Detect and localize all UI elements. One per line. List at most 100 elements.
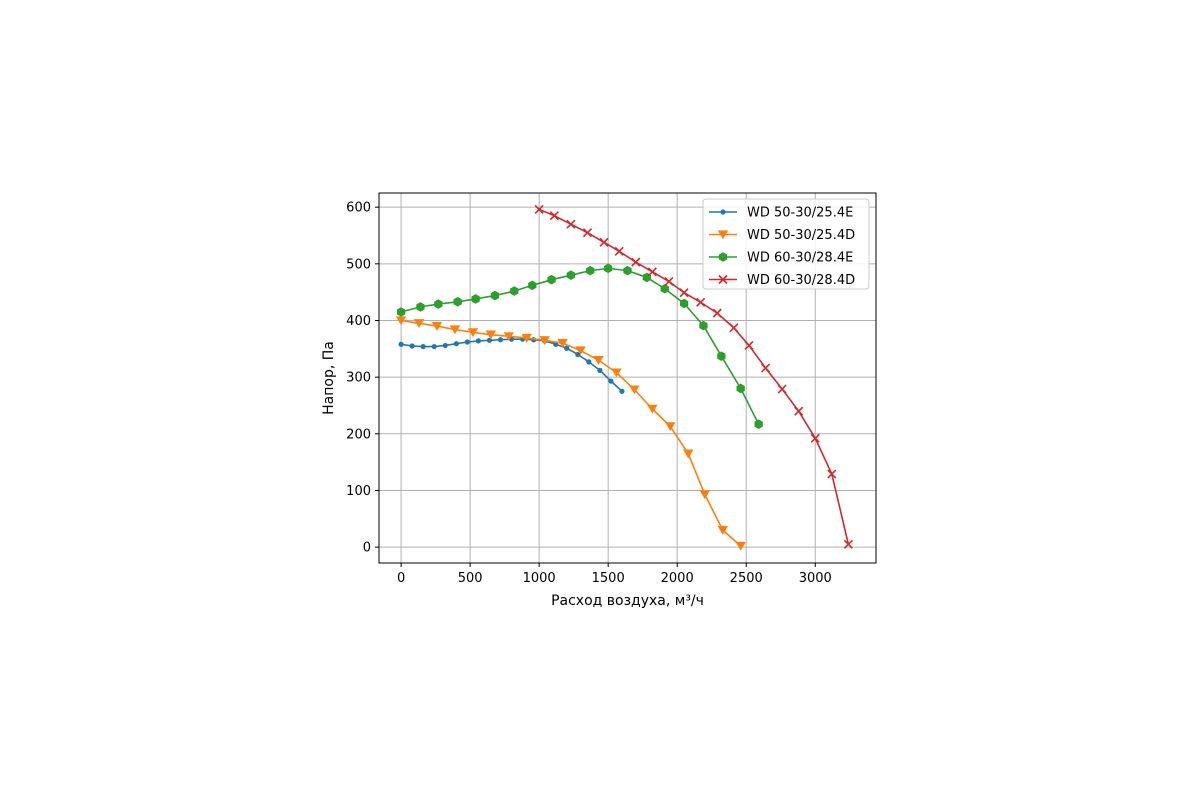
x-tick-label: 0: [397, 571, 405, 586]
data-point: [664, 276, 674, 286]
data-point: [557, 338, 568, 348]
data-point: [665, 422, 676, 432]
data-point: [679, 298, 689, 309]
data-point: [827, 469, 837, 479]
data-point: [608, 378, 614, 384]
data-point: [683, 449, 694, 459]
data-point: [467, 328, 479, 338]
legend-entry: WD 60-30/28.4E: [709, 251, 853, 266]
series-3: [396, 263, 763, 429]
data-point: [566, 270, 576, 280]
data-point: [679, 288, 689, 298]
data-point: [629, 385, 640, 395]
data-point: [528, 280, 537, 291]
data-point: [464, 339, 470, 345]
data-point: [547, 274, 556, 285]
data-point: [611, 368, 622, 378]
plot-frame: [378, 192, 877, 564]
legend-marker: [718, 252, 728, 262]
data-point: [539, 336, 550, 346]
x-axis-ticks: 0 500 1000 1500 2000 2500 3000: [397, 563, 832, 586]
x-tick-label: 1500: [592, 571, 625, 586]
data-point: [475, 338, 481, 344]
legend-marker: [718, 274, 728, 285]
data-point: [420, 343, 426, 350]
series-1: [398, 336, 625, 394]
data-point: [647, 404, 658, 414]
data-point: [449, 325, 461, 335]
data-point: [597, 367, 603, 373]
legend-entry: WD 60-30/28.4D: [709, 273, 855, 288]
legend-marker: [720, 209, 726, 215]
data-point: [485, 330, 497, 340]
legend-marker: [717, 230, 729, 240]
x-tick-label: 3000: [799, 571, 832, 586]
data-point: [810, 433, 820, 443]
data-point: [453, 296, 462, 307]
data-point: [729, 323, 739, 333]
data-point: [398, 341, 404, 347]
data-point: [416, 302, 425, 312]
y-axis-label: Напор, Па: [321, 341, 337, 415]
data-point: [471, 294, 480, 304]
series-layer: [395, 204, 853, 551]
data-point: [647, 267, 657, 277]
data-point: [582, 228, 593, 238]
y-tick-label: 0: [363, 541, 371, 556]
data-point: [510, 286, 519, 296]
y-tick-label: 100: [346, 484, 371, 499]
data-point: [586, 265, 595, 276]
series-2: [395, 316, 746, 551]
data-point: [699, 320, 708, 331]
data-point: [566, 219, 576, 229]
data-point: [696, 297, 706, 307]
data-point: [503, 332, 514, 342]
x-tick-label: 2500: [730, 571, 763, 586]
x-tick-label: 2000: [661, 571, 694, 586]
data-point: [623, 265, 632, 276]
data-point: [604, 263, 613, 274]
legend-label: WD 50-30/25.4D: [747, 228, 855, 243]
data-point: [453, 341, 459, 347]
y-axis-ticks: 0 100 200 300 400 500 600: [346, 201, 379, 556]
data-point: [575, 351, 581, 358]
y-tick-label: 300: [346, 371, 371, 386]
data-point: [575, 346, 586, 356]
data-point: [549, 211, 559, 221]
x-tick-label: 500: [458, 571, 483, 586]
data-point: [442, 342, 448, 349]
data-point: [431, 343, 437, 350]
legend-box: [702, 198, 870, 290]
data-point: [660, 283, 669, 294]
series-4: [534, 204, 853, 549]
legend-label: WD 50-30/25.4E: [747, 206, 853, 221]
data-point: [434, 299, 443, 309]
data-point: [395, 316, 407, 326]
data-point: [599, 237, 609, 247]
data-point: [717, 525, 728, 535]
legend: WD 50-30/25.4E WD 50-30/25.4D WD 60-30/28.…: [702, 198, 870, 290]
y-tick-label: 400: [346, 314, 371, 329]
data-point: [490, 290, 500, 301]
legend-label: WD 60-30/28.4D: [747, 273, 855, 288]
data-point: [431, 321, 443, 331]
y-tick-label: 500: [346, 257, 371, 272]
data-point: [717, 351, 726, 361]
y-tick-label: 600: [346, 201, 371, 216]
data-point: [497, 337, 504, 343]
data-point: [760, 363, 771, 373]
legend-entry: WD 50-30/25.4E: [709, 206, 853, 221]
data-point: [396, 307, 406, 317]
x-tick-label: 1000: [523, 571, 556, 586]
legend-entry: WD 50-30/25.4D: [709, 228, 855, 243]
data-point: [744, 340, 754, 350]
legend-label: WD 60-30/28.4E: [747, 251, 853, 266]
data-point: [413, 319, 425, 329]
data-point: [614, 246, 624, 256]
data-point: [699, 490, 711, 500]
data-point: [586, 359, 592, 365]
data-point: [777, 384, 787, 394]
data-point: [843, 539, 853, 549]
data-point: [712, 308, 722, 318]
